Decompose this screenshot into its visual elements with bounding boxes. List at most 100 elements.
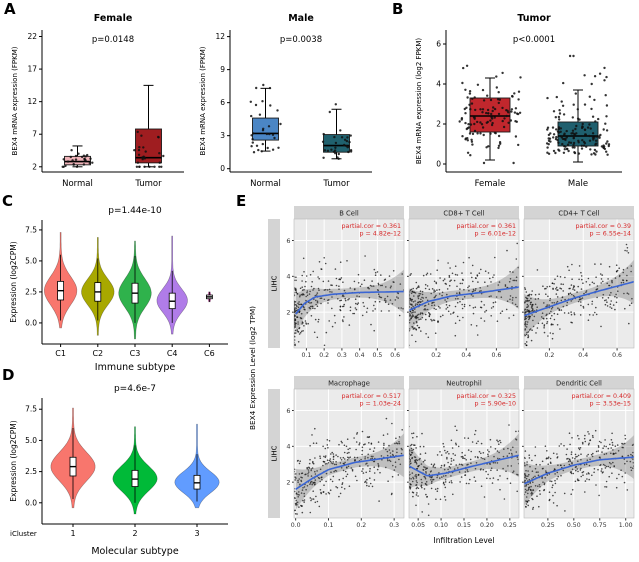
svg-text:Female: Female xyxy=(94,13,133,24)
svg-text:0.75: 0.75 xyxy=(593,522,607,529)
svg-text:partial.cor = 0.409: partial.cor = 0.409 xyxy=(572,393,631,400)
svg-text:iCluster: iCluster xyxy=(10,530,37,538)
svg-text:C2: C2 xyxy=(92,349,103,358)
svg-text:4: 4 xyxy=(286,443,290,451)
svg-text:0.1: 0.1 xyxy=(324,522,334,529)
svg-text:p=1.44e-10: p=1.44e-10 xyxy=(108,206,162,216)
svg-text:0: 0 xyxy=(436,160,441,169)
boxplot-female: Female p=0.0148 2 7 12 17 22 BEX4 mRNA expressi… xyxy=(8,10,190,198)
svg-text:3: 3 xyxy=(194,529,199,538)
boxplot-male: Male p=0.0038 0 3 6 9 12 BEX4 mRNA expression (… xyxy=(196,10,378,198)
svg-text:6: 6 xyxy=(436,40,441,49)
svg-text:12: 12 xyxy=(215,32,225,41)
svg-text:Female: Female xyxy=(475,179,506,189)
svg-text:B Cell: B Cell xyxy=(339,210,359,218)
svg-text:p=0.0038: p=0.0038 xyxy=(280,35,322,45)
svg-text:0.6: 0.6 xyxy=(612,352,622,359)
svg-text:2.5: 2.5 xyxy=(25,467,37,476)
svg-text:0.50: 0.50 xyxy=(567,522,581,529)
svg-text:p<0.0001: p<0.0001 xyxy=(513,35,555,45)
svg-text:2: 2 xyxy=(132,529,137,538)
svg-text:partial.cor = 0.361: partial.cor = 0.361 xyxy=(457,223,516,230)
svg-text:0.3: 0.3 xyxy=(389,522,399,529)
svg-text:5.0: 5.0 xyxy=(25,436,37,445)
svg-text:5.0: 5.0 xyxy=(25,256,37,265)
svg-text:LIHC: LIHC xyxy=(271,445,279,461)
svg-text:0.2: 0.2 xyxy=(356,522,366,529)
svg-text:0.20: 0.20 xyxy=(480,522,494,529)
svg-text:1: 1 xyxy=(70,529,75,538)
svg-text:0.2: 0.2 xyxy=(319,352,329,359)
svg-text:2: 2 xyxy=(286,478,290,486)
svg-text:0.4: 0.4 xyxy=(355,352,365,359)
svg-text:1.00: 1.00 xyxy=(619,522,633,529)
svg-text:0.6: 0.6 xyxy=(390,352,400,359)
panel-a-label: A xyxy=(4,0,16,18)
svg-text:Male: Male xyxy=(288,13,314,24)
svg-text:2: 2 xyxy=(436,120,441,129)
svg-text:2: 2 xyxy=(286,308,290,316)
svg-text:3: 3 xyxy=(220,131,225,140)
svg-text:p = 1.03e-24: p = 1.03e-24 xyxy=(360,401,401,408)
svg-text:Tumor: Tumor xyxy=(134,179,162,189)
panel-b-label: B xyxy=(392,0,404,18)
svg-text:Macrophage: Macrophage xyxy=(328,380,370,388)
svg-text:Normal: Normal xyxy=(250,179,281,189)
boxplot-tumor-by-sex: Tumor p<0.0001 0 2 4 6 BEX4 mRNA expression (l… xyxy=(412,10,630,198)
svg-text:p = 6.01e-12: p = 6.01e-12 xyxy=(475,231,516,238)
svg-text:0.6: 0.6 xyxy=(491,352,501,359)
svg-text:6: 6 xyxy=(286,237,290,245)
svg-text:BEX4 Expression Level (log2 TP: BEX4 Expression Level (log2 TPM) xyxy=(248,306,257,430)
svg-text:0.10: 0.10 xyxy=(434,522,448,529)
svg-text:partial.cor = 0.517: partial.cor = 0.517 xyxy=(342,393,401,400)
svg-text:9: 9 xyxy=(220,65,225,74)
svg-text:Neutrophil: Neutrophil xyxy=(446,380,482,388)
svg-text:LIHC: LIHC xyxy=(271,275,279,291)
svg-text:p = 6.55e-14: p = 6.55e-14 xyxy=(590,231,631,238)
svg-text:0.4: 0.4 xyxy=(461,352,471,359)
svg-text:6: 6 xyxy=(286,407,290,415)
svg-text:C3: C3 xyxy=(130,349,141,358)
svg-text:p=4.6e-7: p=4.6e-7 xyxy=(114,384,156,394)
svg-text:0.2: 0.2 xyxy=(544,352,554,359)
violin-molecular-subtype: p=4.6e-7 0.0 2.5 5.0 7.5 Expression (log2CPM)… xyxy=(6,380,232,558)
svg-text:BEX4 mRNA expression (FPKM): BEX4 mRNA expression (FPKM) xyxy=(11,46,19,155)
svg-text:0.15: 0.15 xyxy=(457,522,471,529)
svg-text:p=0.0148: p=0.0148 xyxy=(92,35,134,45)
svg-text:BEX4 mRNA expression (FPKM): BEX4 mRNA expression (FPKM) xyxy=(199,46,207,155)
svg-text:2: 2 xyxy=(32,162,37,171)
svg-text:p = 4.82e-12: p = 4.82e-12 xyxy=(360,231,401,238)
svg-text:Male: Male xyxy=(568,179,588,189)
svg-text:p = 5.90e-10: p = 5.90e-10 xyxy=(475,401,516,408)
svg-text:22: 22 xyxy=(27,32,37,41)
svg-text:7: 7 xyxy=(32,130,37,139)
svg-text:7.5: 7.5 xyxy=(25,225,37,234)
svg-text:Dendritic Cell: Dendritic Cell xyxy=(556,380,602,388)
svg-text:17: 17 xyxy=(27,65,37,74)
svg-text:0.0: 0.0 xyxy=(25,318,37,327)
svg-text:Tumor: Tumor xyxy=(517,13,551,24)
svg-text:4: 4 xyxy=(436,80,441,89)
svg-text:0.4: 0.4 xyxy=(578,352,588,359)
svg-text:7.5: 7.5 xyxy=(25,405,37,414)
svg-text:Expression (log2CPM): Expression (log2CPM) xyxy=(9,420,18,501)
panel-d-label: D xyxy=(2,366,15,384)
svg-text:C1: C1 xyxy=(55,349,66,358)
svg-text:C6: C6 xyxy=(204,349,215,358)
svg-text:0.0: 0.0 xyxy=(25,498,37,507)
panel-e-label: E xyxy=(236,192,247,210)
svg-text:partial.cor = 0.361: partial.cor = 0.361 xyxy=(342,223,401,230)
svg-text:0.3: 0.3 xyxy=(337,352,347,359)
svg-text:Infiltration Level: Infiltration Level xyxy=(434,536,495,545)
svg-text:6: 6 xyxy=(220,98,225,107)
svg-text:BEX4 mRNA expression (log2 FPK: BEX4 mRNA expression (log2 FPKM) xyxy=(415,38,423,165)
svg-text:0.5: 0.5 xyxy=(372,352,382,359)
svg-text:C4: C4 xyxy=(167,349,178,358)
svg-text:p = 3.53e-15: p = 3.53e-15 xyxy=(590,401,631,408)
svg-text:0.1: 0.1 xyxy=(301,352,311,359)
svg-text:Molecular subtype: Molecular subtype xyxy=(91,546,179,557)
svg-text:0.25: 0.25 xyxy=(503,522,517,529)
svg-text:12: 12 xyxy=(27,97,37,106)
svg-text:Normal: Normal xyxy=(62,179,93,189)
violin-immune-subtype: p=1.44e-10 0.0 2.5 5.0 7.5 Expression (log2CP… xyxy=(6,202,232,374)
